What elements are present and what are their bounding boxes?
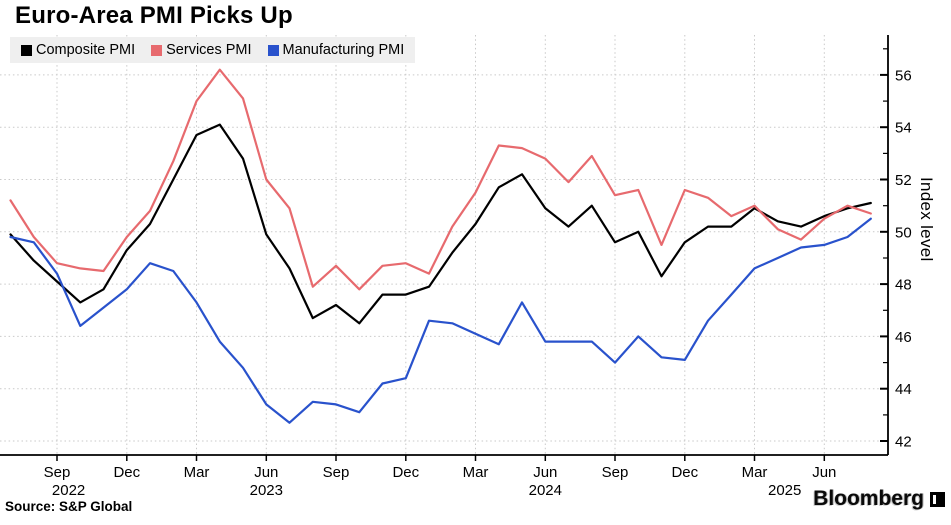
legend-label-composite: Composite PMI <box>36 42 136 58</box>
y-tick-label: 54 <box>895 120 912 137</box>
series-line-services-pmi <box>9 68 872 291</box>
series-lines <box>9 68 872 424</box>
source-note: Source: S&P Global <box>5 499 133 514</box>
manufacturing-swatch-icon <box>267 44 279 56</box>
series-line-manufacturing-pmi <box>9 217 872 424</box>
year-label: 2025 <box>768 482 801 499</box>
year-label: 2024 <box>529 482 562 499</box>
axes <box>0 35 889 456</box>
bloomberg-wordmark: Bloomberg <box>813 487 924 510</box>
legend-item-services: Services PMI <box>151 42 252 58</box>
y-tick-label: 46 <box>895 329 912 346</box>
legend: Composite PMI Services PMI Manufacturing… <box>10 37 416 63</box>
y-tick-label: 52 <box>895 172 912 189</box>
y-axis-title: Index level <box>917 177 936 262</box>
x-tick-label: Mar <box>463 464 489 481</box>
x-tick-label: Dec <box>671 464 698 481</box>
x-axis-ticks: Sep Dec Mar Jun Sep Dec Mar Jun Sep Dec Mar Jun 2022… <box>44 455 836 499</box>
y-tick-label: 44 <box>895 381 912 398</box>
bloomberg-watermark: Bloomberg <box>813 487 945 511</box>
x-tick-label: Jun <box>812 464 836 481</box>
legend-item-composite: Composite PMI <box>21 42 135 58</box>
composite-swatch-icon <box>21 44 32 56</box>
x-tick-label: Dec <box>392 464 419 481</box>
legend-label-services: Services PMI <box>166 42 252 58</box>
x-tick-label: Jun <box>533 464 557 481</box>
x-tick-label: Dec <box>113 464 140 481</box>
x-tick-label: Sep <box>323 464 350 481</box>
services-swatch-icon <box>151 44 163 56</box>
y-tick-label: 48 <box>895 277 912 294</box>
chart-title: Euro-Area PMI Picks Up <box>15 2 293 29</box>
y-tick-label: 50 <box>895 224 912 241</box>
x-tick-label: Jun <box>254 464 278 481</box>
year-label: 2022 <box>52 482 85 499</box>
legend-item-manufacturing: Manufacturing PMI <box>267 42 405 58</box>
legend-label-manufacturing: Manufacturing PMI <box>282 42 405 58</box>
series-line-composite-pmi <box>9 123 872 325</box>
y-tick-label: 56 <box>895 67 912 84</box>
x-tick-label: Mar <box>184 464 210 481</box>
year-label: 2023 <box>250 482 283 499</box>
x-tick-label: Mar <box>742 464 768 481</box>
y-tick-label: 42 <box>895 434 912 451</box>
x-tick-label: Sep <box>602 464 629 481</box>
x-tick-label: Sep <box>44 464 71 481</box>
bloomberg-logo-icon <box>930 491 945 507</box>
y-axis-ticks: 42 44 46 48 50 52 54 56 <box>880 48 912 451</box>
